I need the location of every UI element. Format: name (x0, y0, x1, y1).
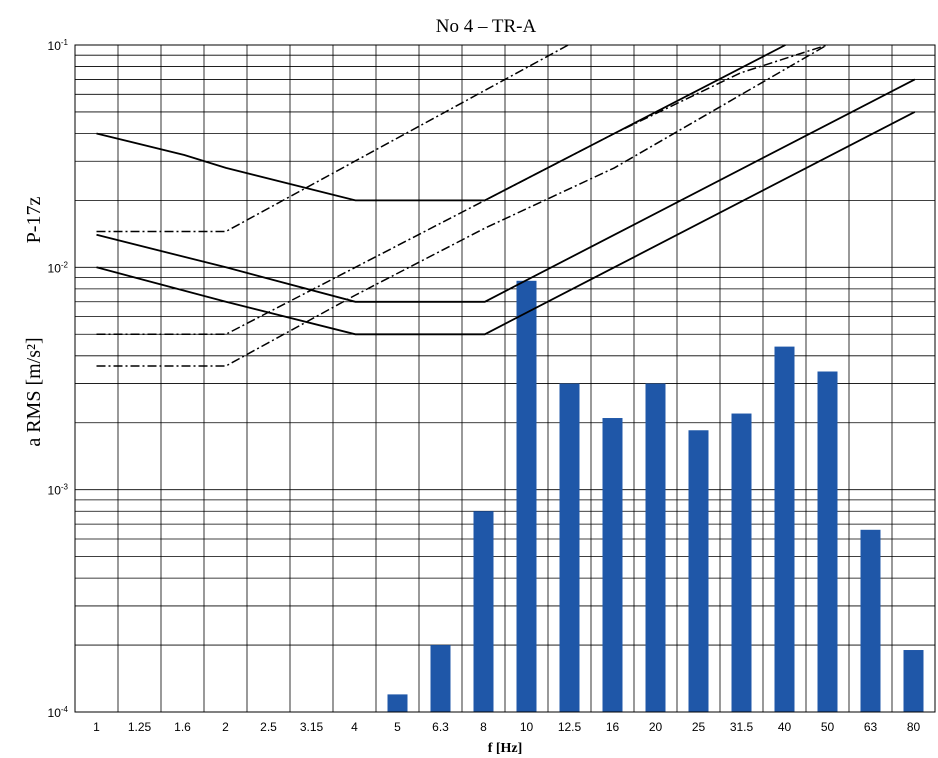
chart-title: No 4 – TR-A (436, 16, 537, 37)
reference-curve (96, 44, 569, 233)
y-axis-label: a RMS [m/s²] (23, 337, 45, 446)
bar (860, 529, 881, 712)
bar (430, 645, 451, 712)
bar (774, 346, 795, 712)
bars (387, 280, 924, 712)
reference-curve (96, 111, 916, 336)
x-tick-label: 5 (394, 720, 401, 734)
y-ticks: 10-4 10-3 10-2 10-1 (48, 38, 69, 720)
bar (473, 511, 494, 712)
x-tick-label: 10 (520, 720, 534, 734)
grid (75, 45, 935, 713)
bar (559, 383, 580, 712)
reference-curve (96, 44, 786, 202)
x-tick-label: 1.6 (174, 720, 191, 734)
bar (731, 413, 752, 712)
x-tick-label: 1.25 (128, 720, 152, 734)
bar (817, 371, 838, 712)
x-tick-label: 2.5 (260, 720, 277, 734)
x-tick-label: 12.5 (558, 720, 582, 734)
bar (903, 650, 924, 712)
x-tick-label: 8 (480, 720, 487, 734)
plot-frame (74, 44, 936, 713)
x-tick-label: 25 (692, 720, 706, 734)
y-axis-tag: P-17z (23, 197, 45, 244)
x-tick-label: 16 (606, 720, 620, 734)
bar (516, 280, 537, 712)
y-tick-label: 10-2 (48, 260, 69, 275)
x-axis-label: f [Hz] (488, 741, 523, 756)
reference-curve (96, 44, 828, 336)
x-tick-label: 31.5 (730, 720, 754, 734)
x-tick-label: 63 (864, 720, 878, 734)
x-tick-label: 1 (93, 720, 100, 734)
x-tick-label: 20 (649, 720, 663, 734)
x-tick-label: 40 (778, 720, 792, 734)
y-tick-label: 10-4 (48, 705, 69, 720)
y-tick-label: 10-3 (48, 483, 69, 498)
x-tick-label: 6.3 (432, 720, 449, 734)
x-tick-label: 2 (222, 720, 229, 734)
x-ticks: 1 1.25 1.6 2 2.5 3.15 4 5 6.3 8 10 12.5 16 20 25 31.5 40… (93, 720, 920, 734)
reference-curves (96, 44, 916, 367)
x-tick-label: 3.15 (300, 720, 324, 734)
x-tick-label: 80 (907, 720, 921, 734)
reference-curve (96, 44, 828, 367)
bar (602, 418, 623, 712)
x-tick-label: 4 (351, 720, 358, 734)
x-tick-label: 50 (821, 720, 835, 734)
bar (387, 694, 408, 712)
y-tick-label: 10-1 (48, 38, 69, 53)
reference-curve (96, 78, 916, 303)
bar (645, 383, 666, 712)
bar (688, 430, 709, 712)
